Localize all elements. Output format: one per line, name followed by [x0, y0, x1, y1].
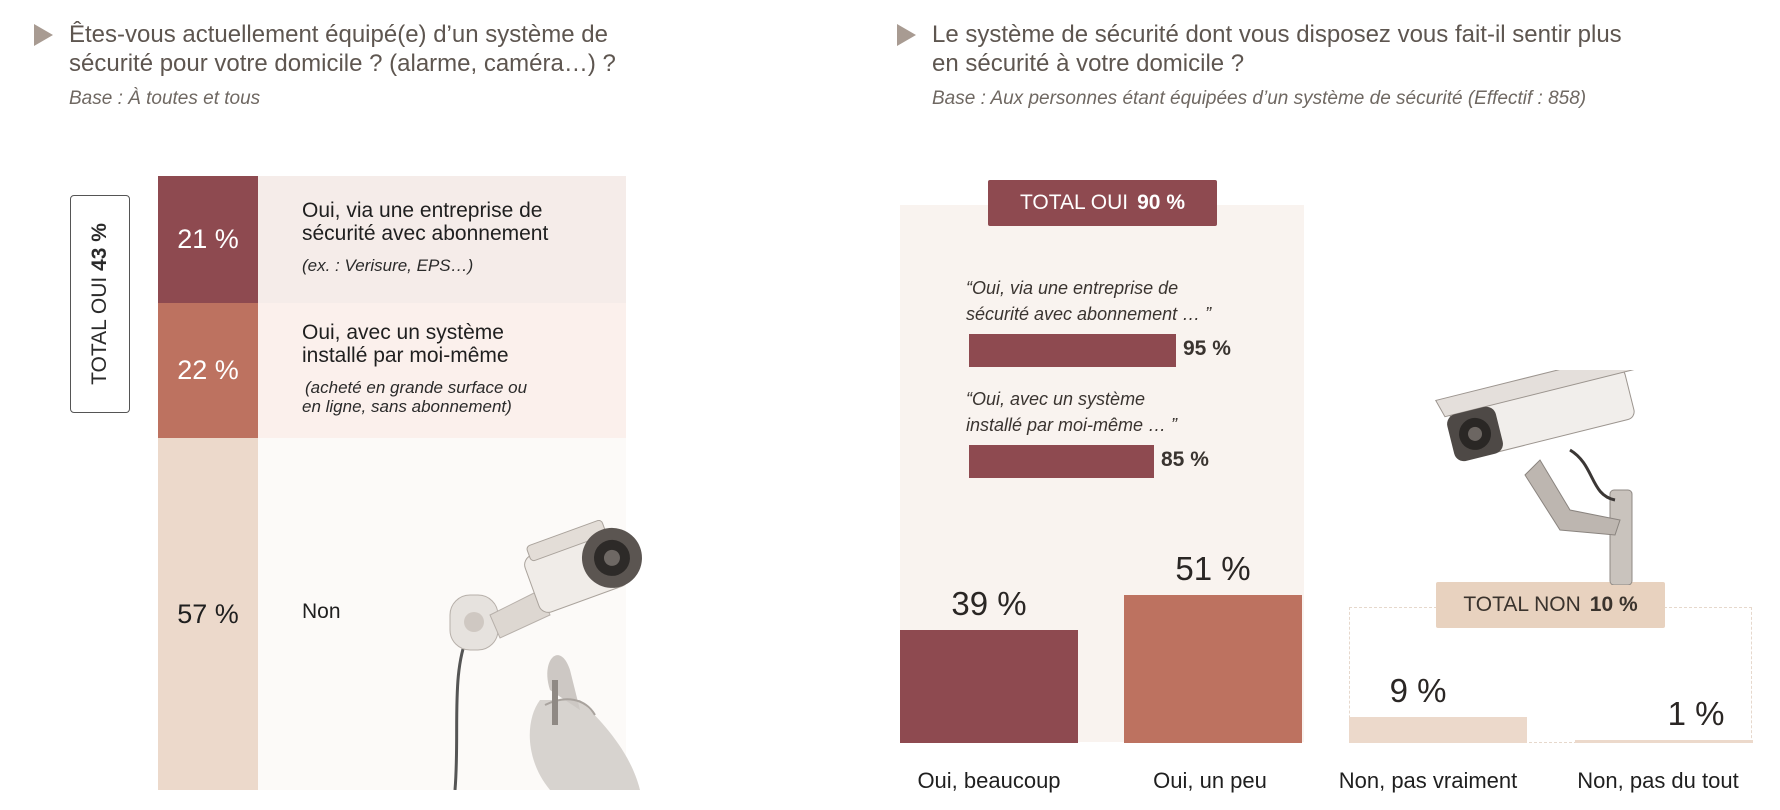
handheld-camera-icon: [449, 520, 642, 790]
row-label-line: installé par moi-même: [302, 344, 509, 367]
segment-oui-entreprise: 21 %: [158, 176, 258, 303]
left-question-title: Êtes-vous actuellement équipé(e) d’un sy…: [69, 20, 616, 78]
sub-bar-entreprise: [969, 334, 1176, 367]
right-base-note: Base : Aux personnes étant équipées d’un…: [932, 88, 1587, 109]
total-oui-box: TOTAL OUI 43 %: [70, 195, 130, 413]
row-sub-line: en ligne, sans abonnement): [302, 397, 512, 416]
sub-quote-2: “Oui, avec un système installé par moi-m…: [966, 386, 1177, 438]
total-non-badge: TOTAL NON 10 %: [1436, 582, 1665, 628]
sub-bar-moi-meme: [969, 445, 1154, 478]
quote-line: installé par moi-même … ”: [966, 415, 1178, 435]
sub-bar-value: 95 %: [1183, 337, 1231, 360]
row-label-2: Oui, avec un système installé par moi-mê…: [302, 321, 509, 367]
row-sub-line: (acheté en grande surface ou: [305, 378, 528, 397]
row-background: [258, 303, 626, 438]
segment-value: 57 %: [177, 598, 239, 629]
quote-line: “Oui, via une entreprise de: [966, 278, 1179, 298]
segment-non: 57 %: [158, 438, 258, 790]
category-label: Non, pas du tout: [1577, 768, 1739, 793]
total-oui-value: 43 %: [88, 223, 111, 271]
row-sub-1: (ex. : Verisure, EPS…): [302, 256, 474, 275]
total-non-value: 10 %: [1589, 593, 1638, 616]
right-title-line1: Le système de sécurité dont vous dispose…: [932, 21, 1622, 48]
sub-bar-value: 85 %: [1161, 448, 1209, 471]
left-base-note: Base : À toutes et tous: [69, 88, 261, 109]
category-label: Oui, un peu: [1153, 768, 1267, 793]
total-oui-label: TOTAL OUI: [88, 276, 111, 385]
left-title-line1: Êtes-vous actuellement équipé(e) d’un sy…: [69, 21, 608, 48]
total-oui-value: 90 %: [1137, 191, 1185, 214]
bar-3: [1349, 717, 1527, 743]
right-title-line2: en sécurité à votre domicile ?: [932, 50, 1245, 77]
bullet-arrow-icon: [897, 24, 916, 46]
bar-4: [1575, 740, 1753, 743]
bar-value-label: 9 %: [1389, 672, 1447, 709]
category-label: Non, pas vraiment: [1338, 768, 1518, 793]
bar-value-label: 39 %: [951, 585, 1027, 622]
left-title-line2: sécurité pour votre domicile ? (alarme, …: [69, 50, 616, 77]
row-sub-2: (acheté en grande surface ou en ligne, s…: [302, 378, 528, 416]
row-label-line: Oui, avec un système: [302, 321, 504, 344]
row-label-line: Oui, via une entreprise de: [302, 199, 543, 222]
left-chart: Êtes-vous actuellement équipé(e) d’un sy…: [34, 20, 642, 790]
sub-quote-1: “Oui, via une entreprise de sécurité ave…: [966, 275, 1211, 327]
row-label-1: Oui, via une entreprise de sécurité avec…: [302, 199, 548, 245]
bullet-arrow-icon: [34, 24, 53, 46]
bar-value-label: 51 %: [1175, 550, 1251, 587]
quote-line: “Oui, avec un système: [966, 389, 1146, 409]
segment-value: 22 %: [177, 355, 239, 385]
row-label-line: sécurité avec abonnement: [302, 222, 549, 245]
total-oui-label: TOTAL OUI: [1019, 191, 1129, 214]
right-question-title: Le système de sécurité dont vous dispose…: [932, 20, 1622, 78]
row-label-3: Non: [302, 600, 341, 623]
category-label: Oui, beaucoup: [917, 768, 1061, 793]
total-non-label: TOTAL NON: [1463, 593, 1581, 616]
quote-line: sécurité avec abonnement … ”: [966, 304, 1212, 324]
total-oui-badge: TOTAL OUI 90 %: [988, 180, 1217, 226]
row-background: [258, 176, 626, 303]
security-camera-icon: [1434, 370, 1635, 585]
right-chart: Le système de sécurité dont vous dispose…: [880, 0, 1780, 810]
segment-value: 21 %: [177, 224, 239, 254]
bar-value-label: 1 %: [1667, 695, 1725, 732]
bar-2: [1124, 595, 1302, 743]
segment-oui-moi-meme: 22 %: [158, 303, 258, 438]
bar-1: [900, 630, 1078, 743]
